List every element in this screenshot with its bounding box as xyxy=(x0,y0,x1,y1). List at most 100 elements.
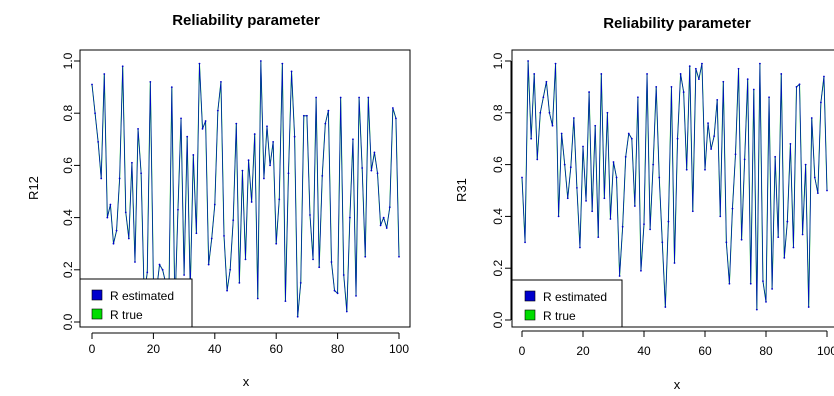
point-r-estimated xyxy=(810,117,813,119)
point-r-estimated xyxy=(755,308,758,311)
point-r-estimated xyxy=(591,210,594,213)
y-tick-label: 0.8 xyxy=(61,105,75,122)
legend-label-true: R true xyxy=(543,309,576,323)
x-tick-label: 60 xyxy=(270,342,284,356)
point-r-estimated xyxy=(146,271,149,274)
y-axis-label: R31 xyxy=(454,178,469,202)
point-r-estimated xyxy=(216,109,219,112)
point-r-estimated xyxy=(521,176,523,179)
x-tick-label: 100 xyxy=(817,344,834,358)
point-r-estimated xyxy=(649,228,651,231)
point-r-estimated xyxy=(201,127,204,130)
point-r-estimated xyxy=(241,169,244,172)
point-r-estimated xyxy=(370,169,373,172)
point-r-estimated xyxy=(646,73,648,75)
point-r-estimated xyxy=(379,224,382,227)
point-r-estimated xyxy=(284,300,287,303)
point-r-estimated xyxy=(820,101,822,104)
point-r-estimated xyxy=(235,122,238,125)
point-r-estimated xyxy=(266,125,268,128)
point-r-estimated xyxy=(336,292,339,295)
point-r-estimated xyxy=(698,78,700,81)
point-r-estimated xyxy=(777,236,780,239)
point-r-estimated xyxy=(807,306,810,308)
point-r-estimated xyxy=(804,163,807,166)
point-r-estimated xyxy=(627,132,630,135)
point-r-estimated xyxy=(232,219,235,222)
point-r-estimated xyxy=(281,62,284,65)
point-r-estimated xyxy=(210,237,213,240)
legend-label-estimated: R estimated xyxy=(110,289,174,303)
point-r-estimated xyxy=(743,158,746,161)
series-line-r-estimated xyxy=(91,60,400,318)
point-r-estimated xyxy=(673,262,676,264)
point-r-estimated xyxy=(91,83,93,86)
point-r-estimated xyxy=(213,203,216,206)
point-r-estimated xyxy=(220,80,222,83)
point-r-estimated xyxy=(272,141,275,143)
legend-swatch-true xyxy=(524,309,536,321)
point-r-estimated xyxy=(661,241,664,244)
point-r-estimated xyxy=(382,216,385,219)
point-r-estimated xyxy=(530,137,533,140)
point-r-estimated xyxy=(186,135,189,138)
x-tick-label: 20 xyxy=(147,342,161,356)
point-r-estimated xyxy=(664,306,667,308)
point-r-estimated xyxy=(624,155,627,158)
point-r-estimated xyxy=(795,86,798,88)
point-r-estimated xyxy=(398,255,400,258)
point-r-estimated xyxy=(373,151,376,154)
point-r-estimated xyxy=(388,206,391,209)
point-r-estimated xyxy=(557,215,560,218)
x-axis-label: x xyxy=(674,377,681,391)
point-r-estimated xyxy=(746,78,749,81)
point-r-estimated xyxy=(728,282,731,285)
axes: 0 20 40 60 80 100 0.0 0.2 0.4 0.6 0.8 1.0 xyxy=(61,52,409,356)
point-r-estimated xyxy=(719,215,722,218)
y-tick-label: 0.2 xyxy=(491,260,505,277)
point-r-estimated xyxy=(259,60,262,62)
point-r-estimated xyxy=(278,198,281,201)
y-tick-label: 0.8 xyxy=(491,104,505,121)
point-r-estimated xyxy=(342,274,345,276)
point-r-estimated xyxy=(560,132,563,135)
point-r-estimated xyxy=(679,73,682,75)
point-r-estimated xyxy=(137,127,139,130)
point-r-estimated xyxy=(823,75,825,78)
point-r-estimated xyxy=(585,199,587,202)
point-r-estimated xyxy=(290,70,293,73)
point-r-estimated xyxy=(180,117,182,120)
point-r-estimated xyxy=(263,177,265,180)
point-r-estimated xyxy=(762,280,764,283)
point-r-estimated xyxy=(376,172,379,175)
x-tick-label: 0 xyxy=(89,342,96,356)
point-r-estimated xyxy=(324,122,327,125)
point-r-estimated xyxy=(688,65,691,68)
point-r-estimated xyxy=(287,172,290,175)
point-r-estimated xyxy=(685,168,688,171)
point-r-estimated xyxy=(615,176,618,179)
point-r-estimated xyxy=(774,155,777,158)
point-r-estimated xyxy=(161,268,164,271)
point-r-estimated xyxy=(576,187,578,189)
point-r-estimated xyxy=(391,107,394,109)
point-r-estimated xyxy=(759,62,761,65)
point-r-estimated xyxy=(630,137,633,140)
point-r-estimated xyxy=(551,124,554,127)
point-r-estimated xyxy=(121,65,124,68)
point-r-estimated xyxy=(676,137,679,140)
legend-swatch-estimated xyxy=(524,290,536,302)
point-r-estimated xyxy=(253,133,256,135)
point-r-estimated xyxy=(716,98,719,101)
point-r-estimated xyxy=(652,163,655,166)
legend-label-true: R true xyxy=(110,308,143,322)
point-r-estimated xyxy=(134,261,136,263)
point-r-estimated xyxy=(789,142,792,145)
point-r-estimated xyxy=(229,268,232,271)
point-r-estimated xyxy=(734,153,737,156)
point-r-estimated xyxy=(643,223,645,226)
point-r-estimated xyxy=(395,117,397,120)
point-r-estimated xyxy=(725,241,728,244)
point-r-estimated xyxy=(321,174,324,177)
